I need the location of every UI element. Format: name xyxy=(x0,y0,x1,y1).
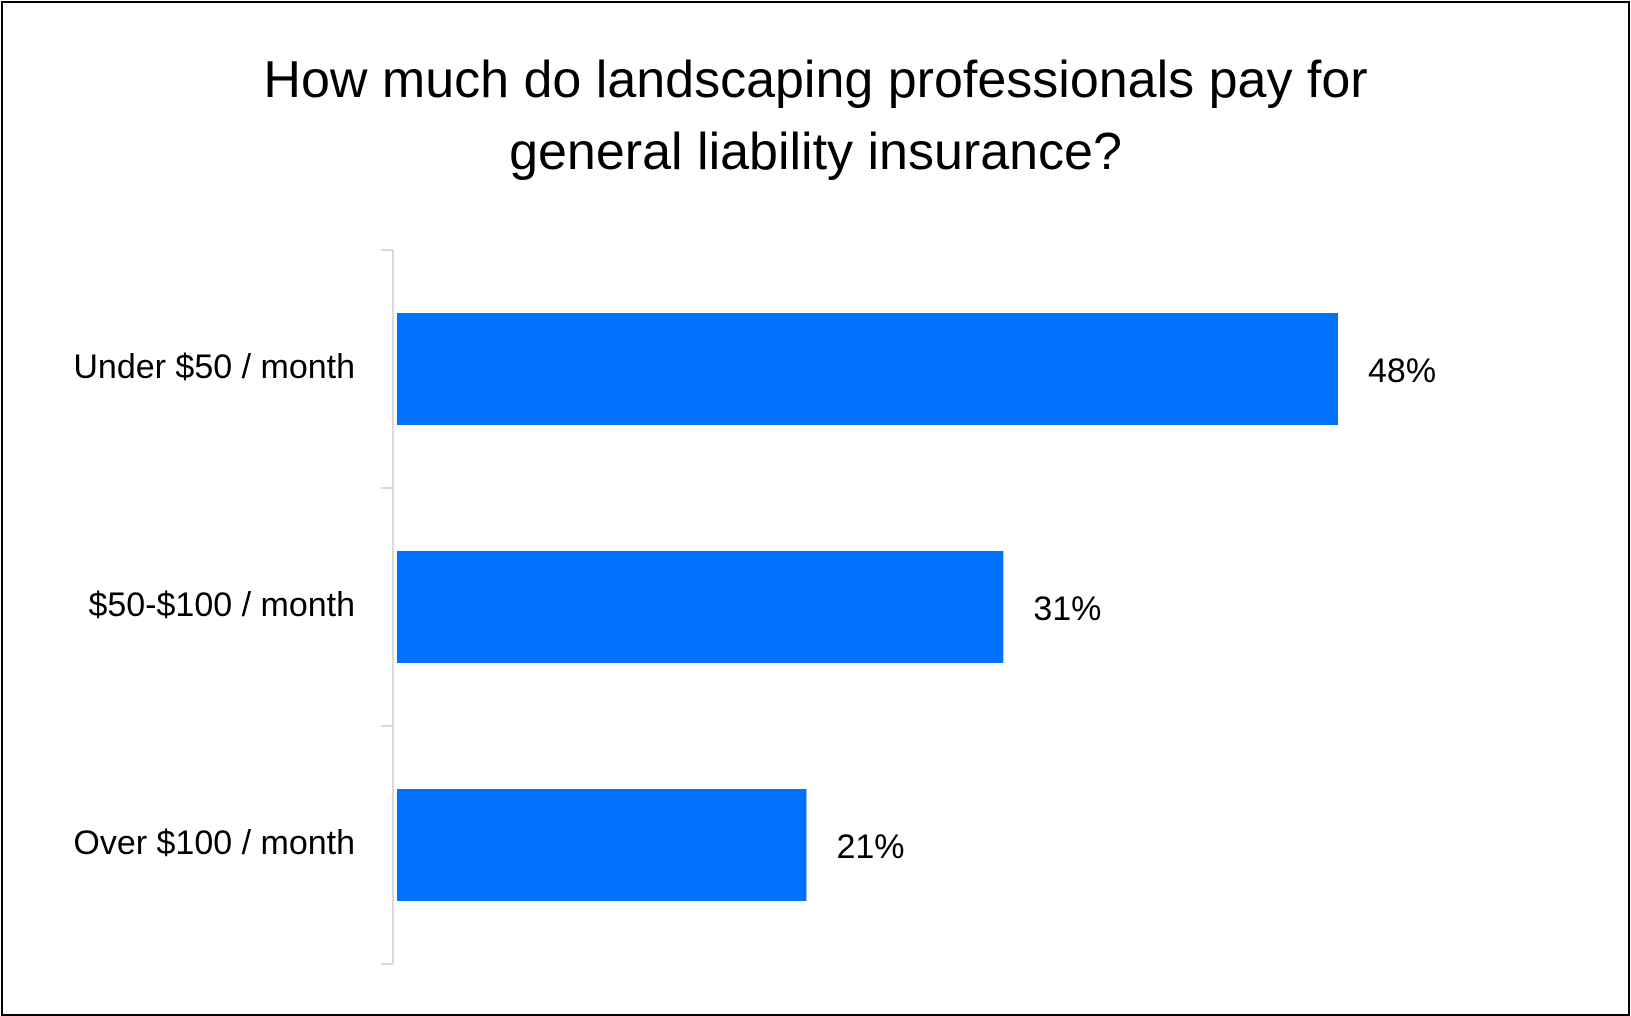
data-label: 21% xyxy=(836,828,904,866)
chart-title-line-1: How much do landscaping professionals pa… xyxy=(263,51,1368,109)
data-label: 31% xyxy=(1033,590,1101,628)
chart-title: How much do landscaping professionals pa… xyxy=(0,44,1631,188)
category-label: $50-$100 / month xyxy=(88,586,355,624)
bar xyxy=(397,551,1004,663)
category-label: Over $100 / month xyxy=(73,824,355,862)
bar xyxy=(397,789,807,901)
category-label: Under $50 / month xyxy=(73,348,355,386)
bar xyxy=(397,313,1338,425)
chart-title-line-2: general liability insurance? xyxy=(509,123,1122,181)
data-label: 48% xyxy=(1368,352,1436,390)
